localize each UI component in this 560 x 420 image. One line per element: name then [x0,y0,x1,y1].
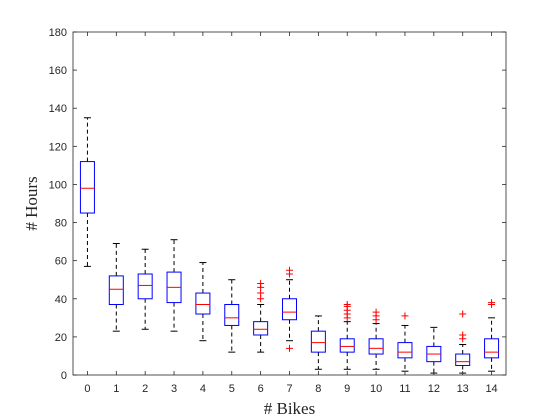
y-tick-label: 0 [61,370,67,382]
box-group-4 [195,262,211,342]
x-tick-label: 12 [428,383,440,395]
box-group-1 [108,243,124,332]
iqr-box [79,161,95,214]
x-tick-label: 14 [485,383,497,395]
iqr-box [253,321,269,336]
outlier-marker [459,310,467,318]
x-tick-label: 10 [370,383,382,395]
outlier-marker [343,300,351,308]
x-axis-title: # Bikes [264,399,315,418]
outlier-marker [401,312,409,320]
y-axis: 0 20 40 60 80 100 120 140 160 180 [49,27,506,382]
box-group-8 [310,315,326,370]
iqr-box [368,338,384,355]
box-group-13 [455,310,471,374]
box-group-11 [397,312,413,372]
y-tick-label: 40 [55,294,67,306]
y-tick-label: 180 [49,27,67,39]
box-group-9 [339,300,355,370]
iqr-box [137,273,153,300]
plot-background [73,32,506,375]
x-tick-label: 11 [399,383,410,395]
x-tick-label: 3 [171,383,177,395]
y-tick-label: 20 [55,332,67,344]
x-tick-label: 13 [457,383,469,395]
iqr-box [108,275,124,305]
outlier-marker [286,266,293,274]
box-group-5 [224,279,240,353]
y-tick-label: 160 [49,65,67,77]
box-group-0 [79,117,95,267]
x-tick-label: 6 [258,383,264,395]
iqr-box [455,353,471,366]
box-group-2 [137,248,153,330]
y-tick-label: 60 [55,256,67,268]
outlier-marker [257,280,265,288]
outlier-marker [372,308,380,316]
x-tick-label: 7 [286,383,292,395]
iqr-box [339,338,355,353]
x-tick-label: 2 [142,383,148,395]
iqr-box [195,292,211,315]
iqr-box [397,342,413,359]
iqr-box [224,303,240,326]
x-tick-label: 4 [200,383,206,395]
x-tick-label: 8 [315,383,321,395]
box-group-3 [166,239,182,332]
x-axis: 0 1 2 3 4 5 6 7 8 9 10 11 12 13 14 [84,32,498,395]
y-tick-label: 80 [55,218,67,230]
x-tick-label: 1 [113,383,119,395]
box-group-10 [368,308,384,370]
y-tick-label: 120 [49,141,67,153]
outlier-marker [488,299,496,307]
y-tick-label: 100 [49,179,67,191]
outlier-marker [459,331,467,339]
x-tick-label: 0 [84,383,90,395]
box-plot-marks [79,117,500,374]
y-tick-label: 140 [49,103,67,115]
outlier-marker [286,344,293,352]
x-tick-label: 5 [229,383,235,395]
iqr-box [310,330,326,353]
x-tick-label: 9 [344,383,350,395]
iqr-box [484,338,500,359]
box-group-7 [282,266,297,352]
y-axis-title: # Hours [22,176,41,230]
box-group-6 [253,280,269,353]
iqr-box [282,298,297,321]
